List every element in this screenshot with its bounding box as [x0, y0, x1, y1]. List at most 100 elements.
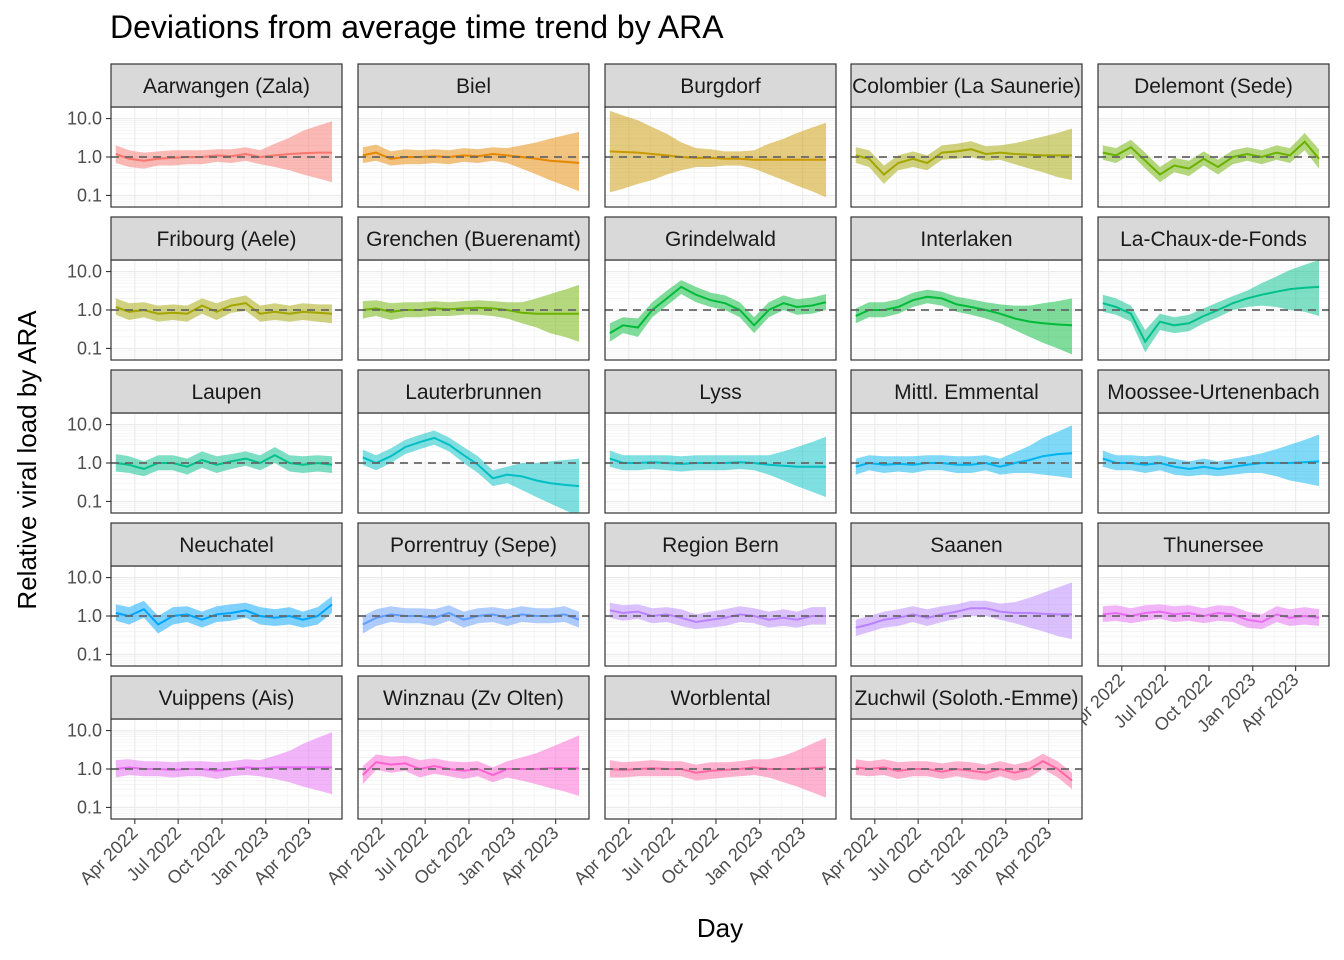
series-group: [115, 121, 332, 183]
facet-strip-label: Grindelwald: [665, 228, 776, 251]
facet-strip: [604, 369, 837, 414]
facet-strip: [850, 522, 1083, 567]
y-tick-label: 0.1: [77, 338, 102, 358]
facet-panel: Colombier (La Saunerie): [850, 63, 1083, 208]
series-group: [362, 284, 579, 342]
facet-strip: [110, 216, 343, 261]
series-line: [855, 295, 1073, 327]
confidence-band: [1102, 434, 1319, 487]
series-line: [1102, 140, 1320, 176]
facet-strip-label: La-Chaux-de-Fonds: [1120, 228, 1307, 251]
confidence-band: [609, 110, 826, 198]
facet-strip: [850, 369, 1083, 414]
facet-strip-label: Fribourg (Aele): [156, 228, 296, 251]
y-tick-label: 1.0: [77, 759, 102, 779]
series-group: [362, 430, 580, 513]
facet-strip-label: Interlaken: [920, 228, 1012, 251]
y-tick-label: 0.1: [77, 491, 102, 511]
series-line: [609, 285, 827, 334]
series-line: [362, 306, 579, 315]
facet-panel: La-Chaux-de-Fonds: [1097, 216, 1330, 361]
confidence-band: [609, 280, 826, 342]
facet-strip-label: Aarwangen (Zala): [143, 75, 310, 98]
facet-panel: Grenchen (Buerenamt): [357, 216, 590, 361]
confidence-band: [362, 131, 579, 192]
facet-strip: [357, 522, 590, 567]
facet-panel: Lyss: [604, 369, 837, 514]
facet-strip-label: Biel: [456, 75, 491, 98]
confidence-band: [115, 732, 332, 795]
y-tick-label: 0.1: [77, 797, 102, 817]
facet-strip-label: Region Bern: [662, 534, 779, 557]
facet-panel: Burgdorf: [604, 63, 837, 208]
series-line: [855, 452, 1073, 468]
facet-strip: [110, 675, 343, 720]
confidence-band: [362, 430, 579, 513]
confidence-band: [855, 289, 1072, 355]
series-line: [609, 609, 826, 624]
facet-strip: [850, 675, 1083, 720]
facet-strip-label: Burgdorf: [680, 75, 761, 98]
facet-panel: Grindelwald: [604, 216, 837, 361]
y-tick-label: 10.0: [67, 721, 102, 741]
confidence-band: [115, 121, 332, 183]
chart-title: Deviations from average time trend by AR…: [110, 9, 724, 45]
y-tick-label: 1.0: [77, 606, 102, 626]
facet-strip-label: Vuippens (Ais): [159, 687, 295, 710]
facet-panel: Delemont (Sede): [1097, 63, 1330, 208]
y-tick-label: 10.0: [67, 415, 102, 435]
facet-panel: Neuchatel 0.1 1.0 10.0: [67, 522, 343, 667]
facet-panel: Porrentruy (Sepe): [357, 522, 590, 667]
facet-panel: Interlaken: [850, 216, 1083, 361]
facet-strip-label: Mittl. Emmental: [894, 381, 1039, 404]
series-group: [609, 280, 827, 342]
y-tick-label: 10.0: [67, 262, 102, 282]
facet-strip-label: Winznau (Zv Olten): [383, 687, 564, 710]
facet-strip: [110, 522, 343, 567]
y-tick-label: 10.0: [67, 568, 102, 588]
y-tick-label: 1.0: [77, 300, 102, 320]
facet-strip-label: Porrentruy (Sepe): [390, 534, 557, 557]
x-axis-title: Day: [697, 913, 743, 943]
facet-strip: [850, 63, 1083, 108]
facet-strip: [604, 522, 837, 567]
facet-strip-label: Zuchwil (Soloth.-Emme): [854, 687, 1078, 710]
series-line: [115, 302, 333, 315]
series-line: [855, 607, 1072, 629]
facet-panel: Saanen: [850, 522, 1083, 667]
y-tick-label: 10.0: [67, 109, 102, 129]
series-line: [1102, 285, 1320, 344]
y-tick-label: 0.1: [77, 185, 102, 205]
series-line: [855, 148, 1072, 176]
facet-strip: [357, 63, 590, 108]
confidence-band: [609, 737, 826, 798]
facet-panel: Aarwangen (Zala) 0.1 1.0 10.0: [67, 63, 343, 208]
series-line: [362, 151, 580, 164]
facet-strip-label: Saanen: [930, 534, 1002, 557]
facet-strip-label: Worblental: [671, 687, 771, 710]
facet-strip: [357, 369, 590, 414]
series-line: [362, 436, 580, 488]
facet-strip: [1097, 216, 1330, 261]
facet-strip: [604, 675, 837, 720]
y-tick-label: 0.1: [77, 644, 102, 664]
confidence-band: [1102, 260, 1319, 353]
confidence-band: [609, 436, 826, 498]
series-group: [855, 753, 1073, 790]
series-line: [115, 603, 333, 626]
y-axis-title: Relative viral load by ARA: [12, 310, 42, 610]
series-line: [855, 760, 1073, 782]
confidence-band: [855, 753, 1072, 790]
y-tick-label: 1.0: [77, 147, 102, 167]
series-group: [855, 289, 1073, 355]
facet-strip-label: Delemont (Sede): [1134, 75, 1293, 98]
facet-panel: Lauterbrunnen: [357, 369, 590, 514]
facet-strip: [1097, 369, 1330, 414]
